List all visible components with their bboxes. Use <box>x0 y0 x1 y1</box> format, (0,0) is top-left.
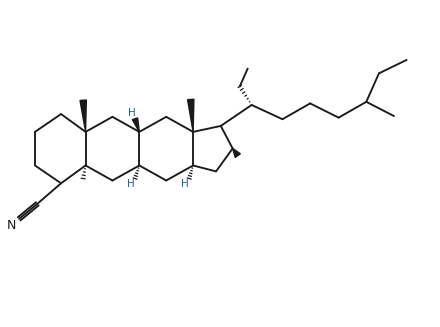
Text: H: H <box>128 108 136 118</box>
Polygon shape <box>187 99 194 132</box>
Text: H: H <box>181 179 189 189</box>
Polygon shape <box>233 148 240 157</box>
Text: N: N <box>7 219 16 232</box>
Polygon shape <box>132 118 139 132</box>
Polygon shape <box>80 100 86 132</box>
Text: H: H <box>127 179 135 189</box>
